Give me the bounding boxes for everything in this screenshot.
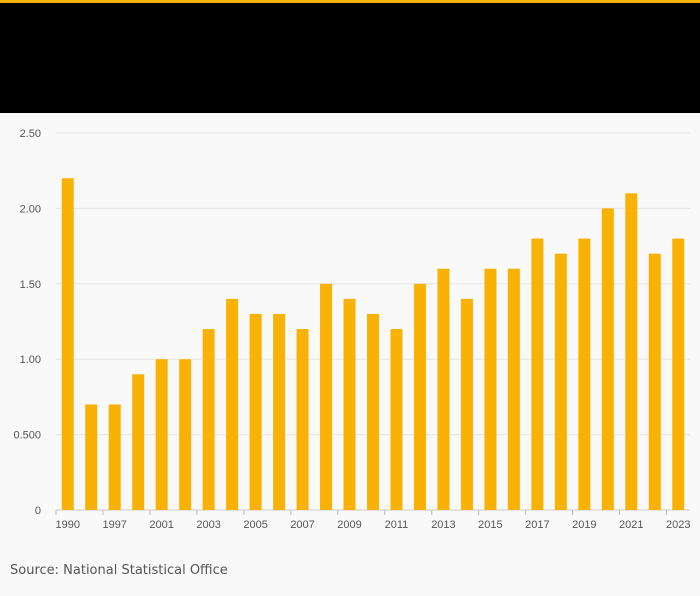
accent-strip <box>0 0 700 3</box>
bar <box>672 238 685 510</box>
source-note: Source: National Statistical Office <box>10 563 228 578</box>
bar <box>601 208 614 510</box>
bar <box>507 268 520 510</box>
y-tick-label: 1.00 <box>20 354 41 366</box>
bar <box>179 359 192 510</box>
bar <box>648 253 661 510</box>
bar <box>61 178 74 510</box>
bar <box>155 359 168 510</box>
x-tick-label: 2023 <box>666 519 690 531</box>
bar <box>296 329 309 510</box>
bar <box>390 329 403 510</box>
x-tick-label: 2021 <box>619 519 643 531</box>
bar <box>85 404 98 510</box>
x-tick-label: 2005 <box>243 519 267 531</box>
y-tick-label: 1.50 <box>20 279 41 291</box>
y-tick-label: 2.00 <box>20 203 41 215</box>
chart-area: 0 0.500 1.00 1.50 2.00 2.50 1990 1997 2001 2003 20… <box>0 113 700 553</box>
bar <box>413 283 426 510</box>
bar <box>202 329 215 510</box>
x-tick-label: 1990 <box>55 519 79 531</box>
bar <box>460 298 473 510</box>
bar <box>531 238 544 510</box>
bar <box>367 313 379 510</box>
x-tick-label: 2009 <box>337 519 361 531</box>
bar <box>249 313 262 510</box>
x-tick-label: 1997 <box>102 519 126 531</box>
x-tick-label: 2013 <box>431 519 455 531</box>
y-tick-label: 0 <box>35 505 41 517</box>
bar <box>343 298 356 510</box>
x-tick-label: 2011 <box>385 519 409 531</box>
x-tick-label: 2007 <box>290 519 314 531</box>
bar <box>578 238 591 510</box>
bar <box>226 298 239 510</box>
bar <box>484 268 497 510</box>
bar-chart: 0 0.500 1.00 1.50 2.00 2.50 1990 1997 2001 2003 20… <box>13 128 690 531</box>
bar <box>554 253 567 510</box>
bar <box>625 193 638 510</box>
bar <box>108 404 121 510</box>
header-band <box>0 3 700 113</box>
y-tick-label: 2.50 <box>20 128 41 140</box>
bar <box>132 374 145 510</box>
bar <box>273 313 286 510</box>
x-tick-label: 2015 <box>478 519 502 531</box>
bar <box>320 283 333 510</box>
y-tick-label: 0.500 <box>13 430 41 442</box>
x-tick-label: 2001 <box>149 519 173 531</box>
x-tick-label: 2019 <box>572 519 596 531</box>
bar <box>437 268 450 510</box>
x-tick-label: 2017 <box>525 519 549 531</box>
x-tick-label: 2003 <box>196 519 220 531</box>
